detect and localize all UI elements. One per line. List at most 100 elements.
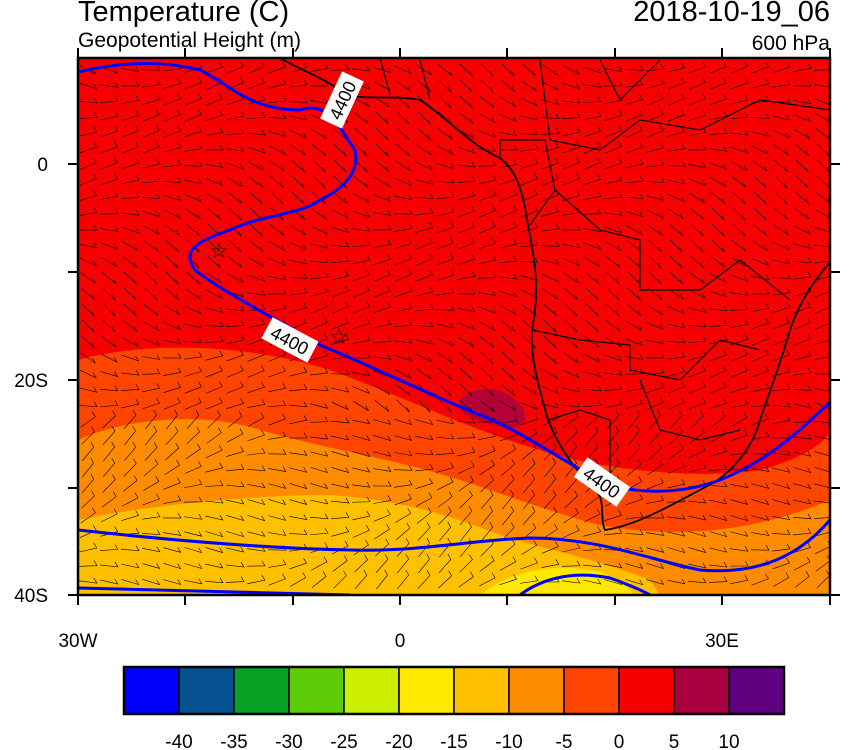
wind-barb [729, 560, 749, 567]
wind-barb [352, 525, 370, 538]
wind-barb [667, 478, 686, 489]
wind-barb [374, 523, 390, 540]
wind-barb [79, 157, 97, 170]
wind-barb [436, 221, 454, 234]
colorbar-label: -35 [220, 732, 247, 750]
wind-barb [123, 287, 137, 301]
wind-barb [310, 367, 329, 376]
wind-barb [752, 223, 768, 237]
wind-barb [416, 368, 432, 380]
wind-barb [604, 157, 622, 170]
wind-barb [309, 80, 329, 87]
wind-barb [396, 127, 410, 141]
wind-barb [647, 287, 663, 301]
wind-barb [457, 237, 475, 250]
wind-barb [793, 243, 812, 249]
wind-barb [666, 337, 686, 343]
wind-barb [289, 317, 307, 330]
wind-barb [163, 93, 181, 106]
wind-barb [646, 563, 665, 570]
wind-barb [438, 506, 452, 525]
wind-barb [373, 210, 392, 217]
wind-barb [141, 368, 161, 375]
wind-barb [247, 77, 265, 90]
wind-barb [289, 467, 308, 473]
wind-barb [604, 95, 623, 104]
wind-barb [373, 495, 392, 504]
wind-barb [792, 385, 812, 391]
wind-barb [479, 459, 495, 476]
wind-barb [646, 530, 665, 536]
wind-barb [563, 352, 579, 364]
wind-barb [709, 464, 728, 472]
wind-barb [373, 451, 392, 457]
wind-barb [330, 369, 350, 375]
wind-barb [480, 474, 495, 493]
wind-barb [309, 416, 329, 423]
wind-barb [793, 98, 812, 105]
wind-barb [564, 319, 578, 333]
wind-barb [750, 288, 770, 295]
wind-barb [102, 410, 116, 429]
wind-barb [730, 333, 748, 346]
wind-barb [709, 515, 728, 522]
wind-barb [648, 271, 662, 285]
wind-barb [415, 179, 434, 185]
wind-barb [331, 227, 350, 234]
wind-barb [439, 537, 451, 558]
wind-barb [709, 273, 727, 284]
wind-barb [646, 495, 665, 504]
wind-barb [499, 415, 518, 424]
wind-barb [415, 449, 434, 455]
wind-barb [373, 285, 391, 298]
wind-barb [352, 386, 371, 395]
wind-barb [688, 162, 707, 169]
wind-barb [184, 478, 203, 489]
wind-barb [479, 400, 495, 412]
wind-barb [288, 432, 308, 439]
wind-barb [184, 514, 203, 520]
wind-barb [331, 540, 349, 555]
wind-barb [205, 547, 224, 554]
wind-barb [520, 289, 538, 299]
wind-barb [667, 578, 686, 585]
wind-barb [163, 209, 181, 219]
wind-barb [774, 175, 788, 189]
wind-barb [415, 269, 433, 282]
wind-barb [625, 397, 643, 410]
wind-barb [711, 207, 725, 221]
wind-barb [772, 241, 790, 251]
wind-barb [751, 573, 769, 586]
wind-barb [268, 78, 287, 89]
wind-barb [310, 286, 329, 297]
wind-barb [751, 466, 770, 472]
wind-barb [415, 253, 433, 266]
wind-barb [396, 538, 410, 557]
wind-barb [79, 190, 98, 201]
wind-barb [646, 322, 665, 331]
wind-barb [542, 288, 558, 300]
wind-barb [310, 527, 329, 536]
wind-barb [143, 304, 159, 316]
wind-barb [352, 301, 370, 314]
wind-barb [688, 77, 706, 90]
wind-barb [352, 467, 371, 473]
wind-barb [436, 191, 455, 200]
wind-barb [478, 189, 496, 202]
wind-barb [520, 189, 538, 202]
wind-barb [310, 556, 328, 571]
wind-barb [729, 304, 749, 311]
wind-barb [522, 458, 536, 477]
wind-barb [205, 462, 224, 473]
wind-barb [226, 110, 245, 121]
wind-barb [184, 109, 202, 122]
wind-barb [690, 255, 704, 269]
wind-barb [667, 366, 686, 377]
wind-barb [375, 127, 389, 141]
wind-barb [584, 272, 600, 284]
colorbar-swatch [728, 666, 785, 715]
wind-barb [646, 382, 665, 393]
wind-barb [604, 510, 623, 521]
wind-barb [501, 351, 515, 365]
wind-barb [625, 211, 644, 218]
